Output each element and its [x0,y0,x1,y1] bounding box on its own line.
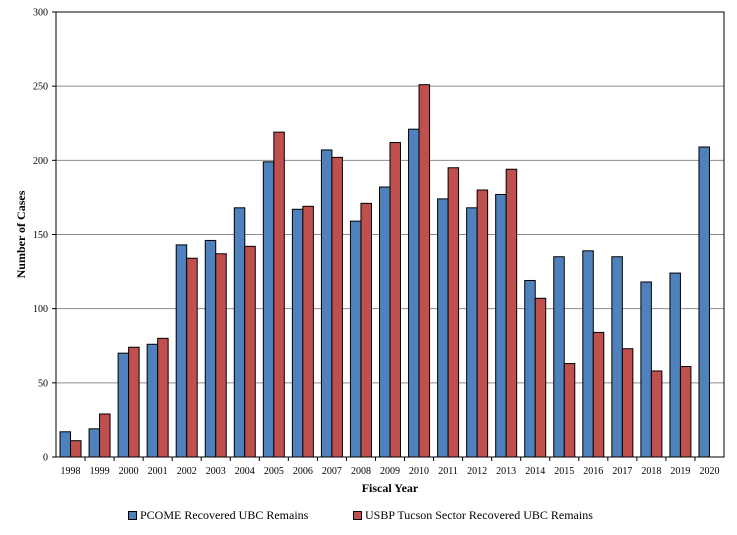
x-tick-label: 2010 [409,466,429,477]
x-tick-label: 2007 [322,466,342,477]
bar-usbp-2000 [128,346,140,458]
legend: PCOME Recovered UBC Remains USBP Tucson … [0,508,737,528]
bar-pcome-2017 [611,256,623,458]
bar-usbp-2011 [447,167,460,458]
bar-pcome-2008 [349,220,362,458]
x-tick-label: 1999 [90,466,110,477]
y-tick-label: 200 [33,156,48,167]
x-axis-title: Fiscal Year [362,481,419,495]
bar-chart: 0 50 100 150 200 250 300 1998 1999 2000 2001 2002 2… [14,8,725,495]
bar-pcome-2000 [117,352,130,458]
y-tick-label: 150 [33,230,48,241]
bar-usbp-2014 [534,297,547,458]
bar-pcome-2001 [146,343,159,458]
bar-pcome-2009 [379,186,391,458]
bar-usbp-2001 [157,337,169,458]
y-tick-label: 0 [43,453,48,464]
bar-usbp-2016 [592,331,605,458]
bar-pcome-2010 [408,128,420,458]
x-tick-label: 1998 [61,466,81,477]
x-tick-label: 2002 [177,466,197,477]
bars [59,84,710,458]
bar-usbp-2008 [360,202,372,458]
x-tick-label: 2000 [119,466,139,477]
bar-usbp-2003 [215,253,227,458]
bar-pcome-2005 [262,161,275,458]
bar-usbp-2009 [389,142,401,458]
bar-usbp-2005 [273,131,285,458]
bar-pcome-2015 [553,256,565,458]
legend-label-usbp: USBP Tucson Sector Recovered UBC Remains [365,508,593,522]
x-tick-label: 2012 [467,466,487,477]
bar-pcome-2007 [320,149,333,458]
y-axis: 0 50 100 150 200 250 300 [33,8,56,464]
bar-usbp-2010 [418,84,431,458]
bar-usbp-2012 [476,189,489,458]
legend-swatch-pcome [128,511,137,520]
y-tick-label: 250 [33,82,48,93]
legend-item-pcome: PCOME Recovered UBC Remains [128,508,308,523]
bar-usbp-2017 [621,348,634,458]
legend-swatch-usbp [353,511,362,520]
x-tick-label: 2016 [583,466,603,477]
bar-pcome-2013 [495,193,507,458]
x-tick-label: 2006 [293,466,313,477]
legend-item-usbp: USBP Tucson Sector Recovered UBC Remains [353,508,593,523]
y-tick-label: 300 [33,8,48,19]
x-tick-label: 2020 [699,466,719,477]
bar-pcome-2004 [233,207,246,458]
bar-usbp-2018 [650,370,663,458]
bar-pcome-2002 [175,244,188,458]
bar-pcome-1999 [88,428,101,458]
x-tick-label: 2014 [525,466,545,477]
bar-pcome-2011 [437,198,449,458]
bar-usbp-2007 [331,156,343,458]
bar-pcome-2019 [669,272,681,458]
x-tick-label: 2017 [612,466,632,477]
x-axis: 1998 1999 2000 2001 2002 2003 2004 2005 2006 2007… [61,457,719,477]
y-axis-title: Number of Cases [14,190,28,278]
bar-pcome-1998 [59,431,72,458]
bar-pcome-2012 [466,207,478,458]
bar-usbp-2002 [186,257,198,458]
bar-usbp-2015 [563,363,576,458]
bar-pcome-2006 [291,208,304,458]
x-tick-label: 2018 [641,466,661,477]
bar-pcome-2020 [698,146,710,458]
bar-usbp-2013 [505,168,518,458]
y-tick-label: 50 [38,378,48,389]
y-tick-label: 100 [33,304,48,315]
bar-usbp-1999 [99,413,111,458]
x-tick-label: 2008 [351,466,371,477]
x-tick-label: 2001 [148,466,168,477]
bar-pcome-2003 [204,239,217,458]
bar-usbp-1998 [70,440,82,458]
legend-label-pcome: PCOME Recovered UBC Remains [140,508,309,522]
x-tick-label: 2015 [554,466,574,477]
x-tick-label: 2013 [496,466,516,477]
bar-pcome-2016 [582,250,594,458]
bar-usbp-2019 [679,366,692,458]
bar-pcome-2018 [640,281,652,458]
bar-usbp-2004 [244,245,256,458]
bar-usbp-2006 [302,205,314,458]
x-tick-label: 2005 [264,466,284,477]
x-tick-label: 2009 [380,466,400,477]
x-tick-label: 2011 [438,466,458,477]
x-tick-label: 2003 [206,466,226,477]
bar-pcome-2014 [524,279,536,458]
x-tick-label: 2019 [670,466,690,477]
x-tick-label: 2004 [235,466,255,477]
